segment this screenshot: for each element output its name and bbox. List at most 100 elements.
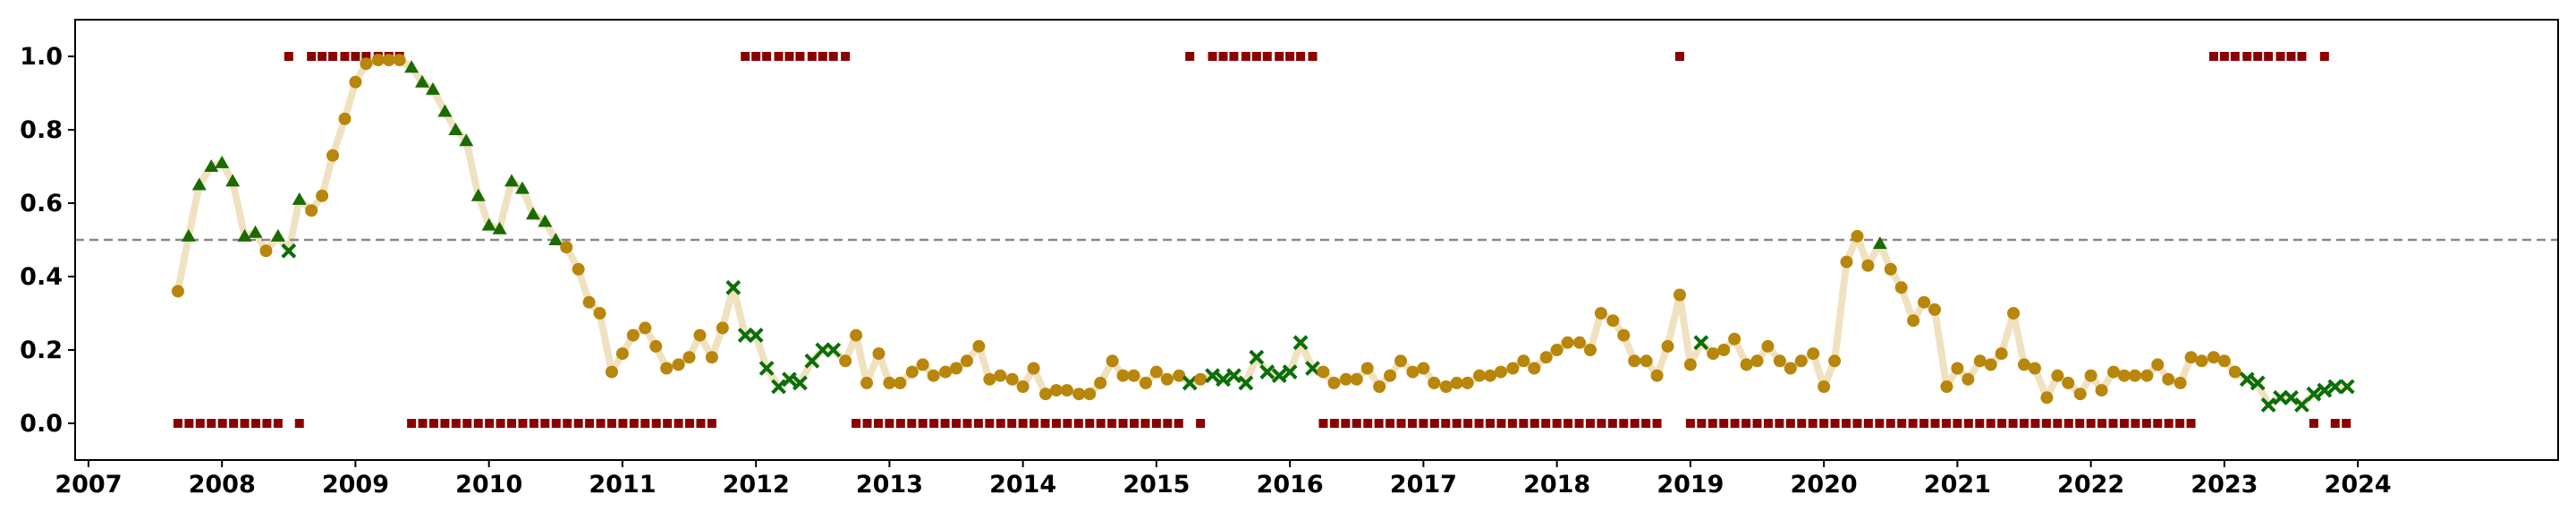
circle-point (1005, 372, 1019, 386)
circle-point (705, 351, 718, 364)
indicator-low-marker (1196, 419, 1206, 428)
circle-point (1784, 362, 1797, 375)
circle-point (2174, 376, 2187, 389)
x-tick-label: 2009 (322, 471, 389, 499)
indicator-low-marker (1953, 419, 1962, 428)
indicator-high-marker (318, 52, 327, 61)
y-tick-label: 0.6 (20, 190, 63, 217)
indicator-low-marker (1941, 419, 1951, 428)
circle-point (1350, 372, 1363, 386)
cross-point (1182, 375, 1198, 391)
indicator-low-marker (1585, 419, 1595, 428)
indicator-low-marker (2063, 419, 2073, 428)
circle-point (1628, 354, 1641, 368)
indicator-high-marker (1262, 52, 1272, 61)
indicator-low-marker (551, 419, 561, 428)
indicator-low-marker (2131, 419, 2140, 428)
indicator-low-marker (2053, 419, 2063, 428)
circle-point (1673, 288, 1686, 302)
indicator-low-marker (696, 419, 706, 428)
indicator-low-marker (1030, 419, 1039, 428)
cross-point (2317, 382, 2333, 398)
indicator-low-marker (985, 419, 995, 428)
circle-point (305, 204, 318, 217)
indicator-high-marker (2264, 52, 2274, 61)
triangle-point (437, 104, 453, 117)
circle-point (1840, 255, 1853, 269)
triangle-point (248, 225, 263, 238)
circle-point (1327, 376, 1341, 389)
indicator-high-marker (1241, 52, 1250, 61)
circle-point (994, 369, 1007, 382)
cross-point (804, 353, 820, 369)
indicator-low-marker (1607, 419, 1617, 428)
circle-point (1918, 295, 1931, 309)
indicator-low-marker (585, 419, 595, 428)
indicator-low-marker (2030, 419, 2040, 428)
y-tick-label: 0.2 (20, 337, 63, 364)
circle-point (1360, 362, 1374, 375)
indicator-low-marker (2086, 419, 2096, 428)
indicator-low-marker (1463, 419, 1473, 428)
indicator-low-marker (518, 419, 528, 428)
circle-point (1049, 384, 1063, 397)
indicator-high-marker (1285, 52, 1295, 61)
indicator-high-marker (2286, 52, 2296, 61)
indicator-low-marker (1563, 419, 1573, 428)
circle-point (2184, 351, 2198, 364)
circle-point (360, 57, 373, 71)
indicator-low-marker (462, 419, 472, 428)
indicator-low-marker (885, 419, 894, 428)
circle-point (1439, 380, 1453, 393)
cross-point (2250, 375, 2266, 391)
indicator-high-marker (818, 52, 827, 61)
cross-point (2306, 386, 2322, 402)
indicator-low-marker (2041, 419, 2051, 428)
circle-point (1406, 365, 1419, 379)
circle-point (382, 54, 395, 67)
circle-point (1828, 354, 1842, 368)
indicator-high-marker (2242, 52, 2252, 61)
indicator-low-marker (1963, 419, 1973, 428)
circle-point (1317, 365, 1330, 379)
circle-point (1116, 369, 1130, 382)
indicator-low-marker (294, 419, 304, 428)
indicator-low-marker (440, 419, 450, 428)
indicator-high-marker (774, 52, 784, 61)
indicator-low-marker (1396, 419, 1406, 428)
indicator-low-marker (895, 419, 905, 428)
circle-point (716, 321, 729, 335)
indicator-low-marker (640, 419, 650, 428)
indicator-high-marker (1251, 52, 1261, 61)
indicator-low-marker (1752, 419, 1762, 428)
triangle-point (215, 155, 230, 168)
indicator-low-marker (1130, 419, 1140, 428)
circle-point (1717, 344, 1731, 356)
indicator-low-marker (1819, 419, 1829, 428)
indicator-low-marker (1919, 419, 1929, 428)
circle-point (1039, 388, 1053, 401)
circle-point (2062, 376, 2075, 389)
indicator-high-marker (2253, 52, 2263, 61)
circle-point (1728, 332, 1741, 345)
circle-point (1750, 354, 1764, 368)
indicator-low-marker (663, 419, 673, 428)
indicator-low-marker (451, 419, 461, 428)
circle-point (883, 376, 896, 389)
indicator-low-marker (1885, 419, 1895, 428)
indicator-low-marker (1852, 419, 1862, 428)
indicator-low-marker (952, 419, 962, 428)
circle-point (1851, 229, 1864, 243)
circle-point (1139, 376, 1152, 389)
cross-point (748, 328, 764, 344)
circle-point (1106, 354, 1119, 368)
indicator-low-marker (1997, 419, 2007, 428)
indicator-high-marker (795, 52, 805, 61)
indicator-low-marker (2186, 419, 2196, 428)
indicator-low-marker (407, 419, 417, 428)
indicator-low-marker (184, 419, 194, 428)
indicator-low-marker (1763, 419, 1773, 428)
triangle-point (470, 188, 486, 201)
circle-point (950, 362, 963, 375)
circle-point (1951, 362, 1964, 375)
